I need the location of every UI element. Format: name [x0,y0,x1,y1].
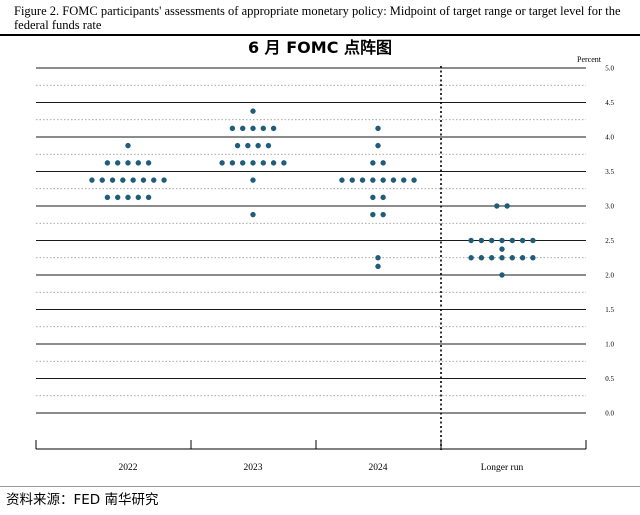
dot-point [375,263,381,270]
dot-point [115,194,121,201]
dot-point [380,160,386,166]
dot-point [489,237,495,244]
dot-point [478,237,485,244]
source-note: 资料来源：FED 南华研究 [6,492,159,508]
dot-point [509,255,515,261]
y-tick-label: 0.0 [605,410,614,418]
y-tick-label: 1.5 [605,306,614,314]
dot-point [240,125,246,132]
x-tick-label: 2024 [369,463,388,473]
dot-point [519,255,526,261]
dot-point [115,160,121,166]
dot-point [145,194,152,201]
source-divider [0,486,640,487]
dot-point [339,177,345,183]
y-axis-label: Percent [577,55,602,64]
dot-point [229,125,236,132]
y-tick-label: 0.5 [605,375,614,383]
dot-point [468,237,474,244]
y-tick-label: 3.5 [605,168,614,176]
dot-point [89,177,95,183]
dot-point [359,177,366,183]
dot-point [390,177,397,183]
dot-point [499,255,505,261]
dot-point [494,203,500,209]
dot-point [125,160,131,166]
dot-point [130,177,136,183]
dot-point [135,194,141,201]
y-tick-label: 2.5 [605,237,614,245]
dot-point [370,177,376,183]
dot-point [468,255,474,261]
dot-point [281,160,287,166]
dot-point [99,177,105,183]
dot-point [250,211,256,218]
dot-point [109,177,116,183]
x-tick-label: 2023 [244,463,263,473]
dot-point [250,177,256,183]
dot-point [509,237,515,244]
dot-point [140,177,147,183]
dot-point [499,246,505,252]
dot-point [255,142,261,149]
x-tick-label: Longer run [481,463,524,473]
dot-point [250,125,256,132]
figure-caption: Figure 2. FOMC participants' assessments… [14,4,621,32]
dot-point [270,125,277,132]
dot-point [229,160,236,166]
dot-point [270,160,277,166]
dot-point [370,160,376,166]
dot-point [260,160,266,166]
y-tick-label: 1.0 [605,341,614,349]
dot-point [104,160,111,166]
dot-point [135,160,141,166]
dot-point [380,194,386,201]
dot-point [265,142,272,149]
y-tick-label: 5.0 [605,65,614,73]
dot-point [499,272,505,278]
dot-point [370,194,376,201]
dot-point [120,177,126,183]
dot-point [375,142,381,149]
dot-point [151,177,157,183]
dot-point [411,177,417,183]
y-tick-label: 4.0 [605,134,614,142]
dot-point [145,160,152,166]
dot-point [104,194,111,201]
dot-point [125,142,131,149]
dot-point [240,160,246,166]
dot-point [530,255,536,261]
y-tick-label: 4.5 [605,99,614,107]
dot-point [504,203,510,209]
caption-divider [0,34,640,36]
y-tick-label: 2.0 [605,272,614,280]
dot-point [380,211,386,218]
dot-point [519,237,526,244]
dot-point [380,177,386,183]
chart-title: 6 月 FOMC 点阵图 [247,38,393,57]
x-tick-label: 2022 [119,463,138,473]
dot-point [349,177,355,183]
dot-point [530,237,536,244]
dot-point [161,177,167,183]
y-tick-label: 3.0 [605,203,614,211]
dot-point [375,255,381,261]
dot-point [245,142,251,149]
dot-point [499,237,505,244]
dot-point [370,211,376,218]
dot-point [489,255,495,261]
dot-point [478,255,485,261]
dot-point [375,125,381,132]
dot-point [250,108,256,114]
dot-point [125,194,131,201]
dot-point [234,142,241,149]
dot-point [250,160,256,166]
dot-point [401,177,407,183]
dot-point [219,160,225,166]
dot-point [260,125,266,132]
